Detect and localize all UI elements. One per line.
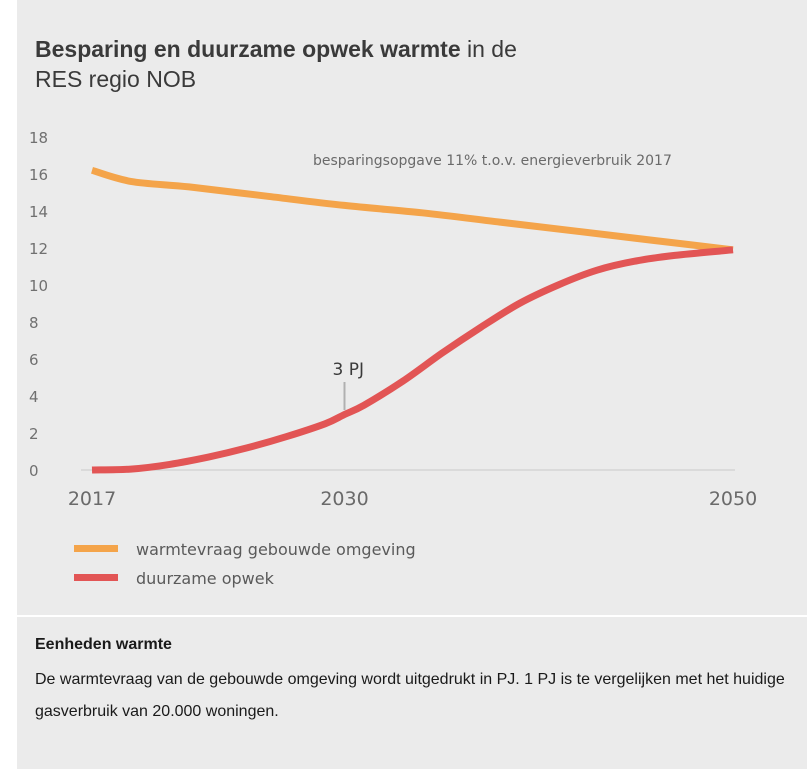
y-tick-label: 10: [29, 277, 48, 295]
legend-swatch: [74, 545, 118, 552]
y-tick-label: 14: [29, 203, 48, 221]
y-tick-label: 2: [29, 425, 39, 443]
y-tick-label: 6: [29, 351, 39, 369]
legend: warmtevraag gebouwde omgeving duurzame op…: [74, 540, 416, 588]
line-chart: 0 2 4 6 8 10 12 14 16 18 2017 2030 2050 besparingso…: [29, 129, 757, 588]
chart-title-bold: Besparing en duurzame opwek warmte: [35, 36, 461, 62]
y-tick-label: 18: [29, 129, 48, 147]
series-line-warmtevraag: [90, 166, 734, 254]
y-tick-label: 16: [29, 166, 48, 184]
x-tick-label: 2030: [320, 488, 368, 510]
chart-panel: Besparing en duurzame opwek warmte in de…: [17, 0, 807, 615]
annotations: besparingsopgave 11% t.o.v. energieverbr…: [313, 153, 672, 410]
card: Besparing en duurzame opwek warmte in de…: [17, 0, 807, 769]
note-body: De warmtevraag van de gebouwde omgeving …: [35, 671, 785, 720]
series-line-duurzame-opwek: [91, 246, 734, 474]
legend-swatch: [74, 574, 118, 581]
y-tick-label: 12: [29, 240, 48, 258]
x-tick-label: 2017: [68, 488, 116, 510]
note-heading: Eenheden warmte: [35, 636, 172, 653]
x-axis-ticks: 2017 2030 2050: [68, 488, 757, 510]
y-axis-ticks: 0 2 4 6 8 10 12 14 16 18: [29, 129, 48, 480]
series-lines: [90, 166, 734, 474]
legend-label: duurzame opwek: [136, 569, 275, 588]
chart-title-line2: RES regio NOB: [35, 66, 197, 92]
divider: [17, 615, 807, 617]
y-tick-label: 8: [29, 314, 39, 332]
chart-title-rest: in de: [460, 36, 517, 62]
y-tick-label: 0: [29, 462, 39, 480]
annotation-besparingsopgave: besparingsopgave 11% t.o.v. energieverbr…: [313, 153, 672, 169]
annotation-3pj: 3 PJ: [333, 360, 365, 380]
x-tick-label: 2050: [709, 488, 757, 510]
chart-title: Besparing en duurzame opwek warmte in de…: [35, 34, 775, 94]
legend-label: warmtevraag gebouwde omgeving: [136, 540, 416, 559]
y-tick-label: 4: [29, 388, 39, 406]
